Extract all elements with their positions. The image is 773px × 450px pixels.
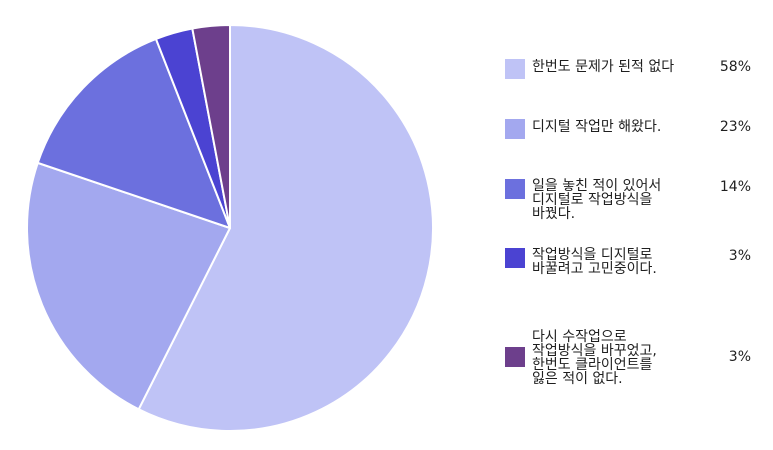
pie-slice-1 (26, 161, 231, 411)
pie-slice-2 (36, 37, 231, 229)
pie-slice-0 (137, 24, 434, 432)
pie-slice-4 (191, 24, 231, 229)
